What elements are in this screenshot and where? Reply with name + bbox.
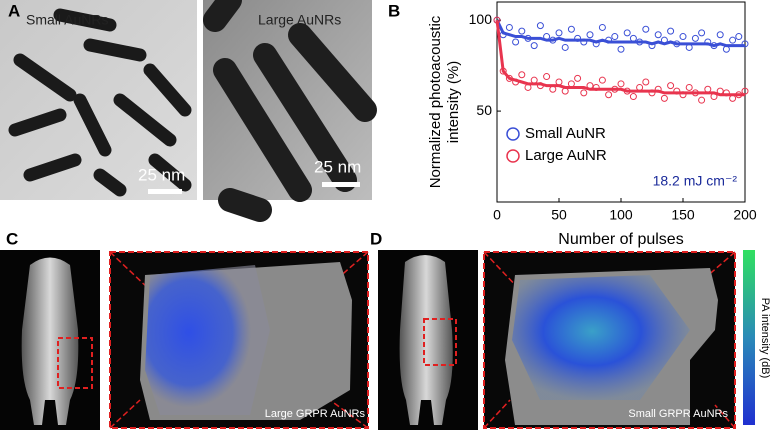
data-point (555, 29, 563, 37)
rods-small (8, 8, 192, 197)
fit-line (495, 20, 745, 97)
data-point (729, 94, 737, 102)
data-point (574, 74, 582, 82)
data-point (561, 87, 569, 95)
x-tick-label: 150 (671, 207, 695, 223)
data-point (518, 27, 526, 35)
data-point (617, 45, 625, 53)
data-point (530, 42, 538, 50)
data-point (667, 27, 675, 35)
x-tick-label: 50 (551, 207, 567, 223)
colorbar-label: PA intensity (dB) (759, 298, 771, 379)
imaging-d: D Small GRPR AuNRs PA intensity (dB) (370, 229, 771, 430)
panel-label: C (6, 229, 18, 248)
colorbar (743, 250, 755, 425)
scale-label: 25 nm (314, 157, 361, 176)
panel-label: D (370, 229, 382, 248)
data-point (598, 76, 606, 84)
data-point (698, 29, 706, 37)
data-point (679, 33, 687, 41)
imaging-c: C Large GRPR AuNRs (0, 229, 369, 430)
legend-marker (506, 127, 520, 141)
image-caption: Small GRPR AuNRs (628, 408, 728, 420)
image-caption: Large GRPR AuNRs (265, 408, 366, 420)
data-point (642, 25, 650, 33)
tem-images: A Small AuNRs Large AuNRs 25 nm 25 nm (0, 0, 377, 222)
annotation: 18.2 mJ cm⁻² (653, 173, 738, 189)
data-point (642, 78, 650, 86)
tem-title: Small AuNRs (26, 12, 108, 28)
scale-bar (322, 182, 360, 187)
data-point (698, 96, 706, 104)
data-point (555, 78, 563, 86)
data-point (536, 22, 544, 30)
x-tick-label: 100 (609, 207, 633, 223)
data-point (629, 34, 637, 42)
data-point (518, 71, 526, 79)
legend-label: Small AuNR (525, 125, 606, 142)
panel-label: A (8, 1, 20, 20)
data-point (735, 33, 743, 41)
scale-bar (148, 189, 182, 194)
data-point (629, 93, 637, 101)
data-point (549, 85, 557, 93)
y-tick-label: 50 (476, 102, 492, 118)
y-axis-label: intensity (%) (445, 61, 462, 144)
data-point (605, 91, 613, 99)
data-point (543, 73, 551, 81)
data-point (567, 80, 575, 88)
data-point (561, 43, 569, 51)
data-point (617, 80, 625, 88)
panel-label: B (388, 1, 400, 20)
y-tick-label: 100 (469, 11, 493, 27)
data-point (512, 38, 520, 46)
x-tick-label: 0 (493, 207, 501, 223)
data-point (580, 89, 588, 97)
data-point (685, 43, 693, 51)
data-point (685, 83, 693, 91)
data-point (667, 82, 675, 90)
data-point (654, 31, 662, 39)
fit-line (495, 19, 745, 48)
rods-large (203, 0, 377, 222)
data-point (636, 83, 644, 91)
x-axis-label: Number of pulses (558, 231, 683, 248)
tem-title: Large AuNRs (258, 12, 341, 28)
legend-label: Large AuNR (525, 147, 607, 164)
legend-marker (506, 149, 520, 163)
data-point (704, 85, 712, 93)
data-point (691, 34, 699, 42)
scale-label: 25 nm (138, 165, 185, 184)
data-point (611, 33, 619, 41)
data-point (530, 76, 538, 84)
data-point (729, 36, 737, 44)
data-point (567, 25, 575, 33)
y-axis-label: Normalized photoacoustic (427, 15, 444, 188)
data-point (586, 31, 594, 39)
data-point (598, 23, 606, 31)
data-point (660, 94, 668, 102)
data-point (623, 29, 631, 37)
data-point (524, 83, 532, 91)
data-point (722, 45, 730, 53)
data-point (505, 23, 513, 31)
x-tick-label: 200 (733, 207, 757, 223)
data-point (716, 31, 724, 39)
